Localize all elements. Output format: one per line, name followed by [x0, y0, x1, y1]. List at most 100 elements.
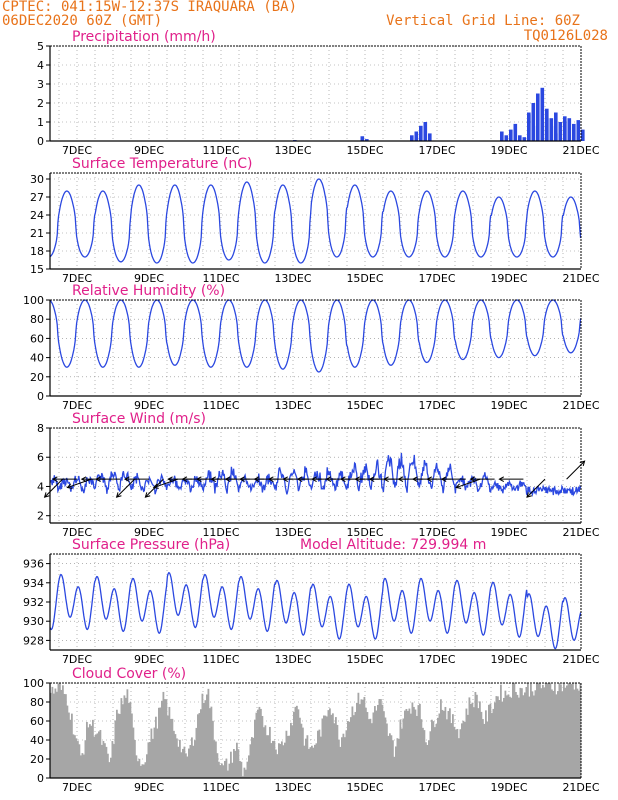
wind-arrow-head [354, 476, 361, 482]
cloud-bar [342, 733, 345, 778]
cloud-bar [506, 695, 508, 778]
cloud-bar [419, 703, 421, 778]
cloud-bar [150, 728, 153, 778]
cloud-bar [365, 707, 367, 778]
cloud-bar [260, 708, 262, 778]
cloud-bar [176, 738, 178, 778]
pres-ytick-label: 934 [23, 577, 44, 590]
cloud-bar [344, 737, 346, 778]
cloud-ytick-label: 60 [30, 715, 44, 728]
cloud-bar [500, 684, 502, 778]
wind-arrow-head [397, 476, 404, 482]
cloud-bar [417, 705, 420, 778]
cloud-bar [302, 727, 304, 778]
precip-bar [549, 118, 554, 141]
precip-bar [567, 118, 572, 141]
wind-arrow-head [152, 483, 159, 489]
cloud-bar [360, 699, 363, 778]
precip-bar [360, 136, 365, 141]
wind-ytick-label: 2 [37, 510, 44, 523]
cloud-bar [152, 738, 154, 778]
cloud-bar [236, 742, 238, 778]
temp-ytick-label: 21 [30, 227, 44, 240]
cloud-bar [425, 742, 427, 778]
cloud-bar [147, 742, 150, 778]
cloud-xtick-label: 19DEC [490, 781, 527, 794]
cloud-bar [579, 683, 582, 778]
cloud-bar [459, 729, 462, 778]
cloud-ytick-label: 80 [30, 696, 44, 709]
cloud-bar [402, 718, 405, 778]
cloud-bar [348, 721, 351, 778]
rh-xtick-label: 7DEC [62, 399, 92, 412]
cloud-bar [270, 743, 273, 778]
cloud-bar [179, 739, 181, 778]
pres-xtick-label: 19DEC [490, 653, 527, 666]
cloud-bar [561, 691, 564, 778]
cloud-bar [369, 718, 372, 778]
model-code: TQ0126L028 [523, 28, 608, 44]
cloud-bar [533, 695, 535, 778]
cloud-bar [572, 683, 574, 778]
cloud-bar [440, 699, 442, 778]
cloud-bar [428, 740, 430, 778]
cloud-bar [128, 703, 130, 778]
cloud-bar [182, 748, 184, 778]
cloud-bar [209, 708, 211, 778]
cloud-bar [333, 723, 336, 778]
precip-bar [545, 108, 549, 141]
cloud-bar [195, 727, 198, 778]
cloud-bar [423, 730, 426, 778]
cloud-bar [551, 689, 553, 778]
cloud-bar [234, 750, 237, 778]
cloud-bar [449, 708, 451, 778]
cloud-bar [575, 683, 577, 778]
cloud-bar [413, 706, 415, 778]
wind-arrow-head [383, 476, 389, 482]
cloud-bar [377, 704, 379, 778]
cloud-bar [230, 751, 232, 778]
cloud-bar [395, 746, 397, 778]
cloud-bar [350, 717, 352, 778]
cloud-bar [237, 749, 240, 778]
cloud-bar [557, 691, 559, 778]
pres-ytick-label: 936 [23, 558, 44, 571]
cloud-bar [576, 688, 579, 778]
cloud-bar [383, 711, 385, 778]
precip-bar [509, 129, 513, 141]
pres-subtitle: Model Altitude: 729.994 m [300, 537, 486, 553]
cloud-bar [135, 755, 138, 778]
cloud-bar [570, 683, 573, 778]
grid-note: Vertical Grid Line: 60Z [386, 13, 580, 29]
cloud-bar [398, 738, 400, 778]
precip-ytick-label: 3 [37, 78, 44, 91]
cloud-bar [345, 730, 348, 778]
cloud-bar [74, 735, 76, 778]
precip-bar [518, 135, 522, 141]
wind-arrow-head [411, 476, 418, 482]
cloud-bar [546, 683, 549, 778]
cloud-bar [219, 765, 222, 778]
cloud-bar [299, 717, 301, 778]
cloud-bar [279, 743, 282, 778]
pres-marks [49, 571, 582, 650]
cloud-bar [206, 694, 208, 778]
wind-arrow [456, 478, 481, 489]
wind-arrow-head [210, 476, 217, 482]
cloud-bar [200, 709, 202, 778]
cloud-bar [411, 702, 414, 778]
cloud-bar [464, 721, 466, 778]
temp-ytick-label: 15 [30, 263, 44, 276]
wind-arrow-head [325, 476, 332, 482]
wind-arrow-head [339, 476, 346, 482]
pres-ytick-label: 928 [23, 634, 44, 647]
precip-bar [522, 137, 527, 141]
cloud-bar [372, 712, 375, 778]
cloud-bar [444, 706, 447, 778]
cloud-bar [357, 692, 360, 778]
cloud-bar [66, 705, 69, 778]
cloud-bar [560, 684, 562, 778]
cloud-ytick-label: 20 [30, 753, 44, 766]
rh-series-line [49, 299, 582, 373]
temp-marks [49, 178, 582, 264]
